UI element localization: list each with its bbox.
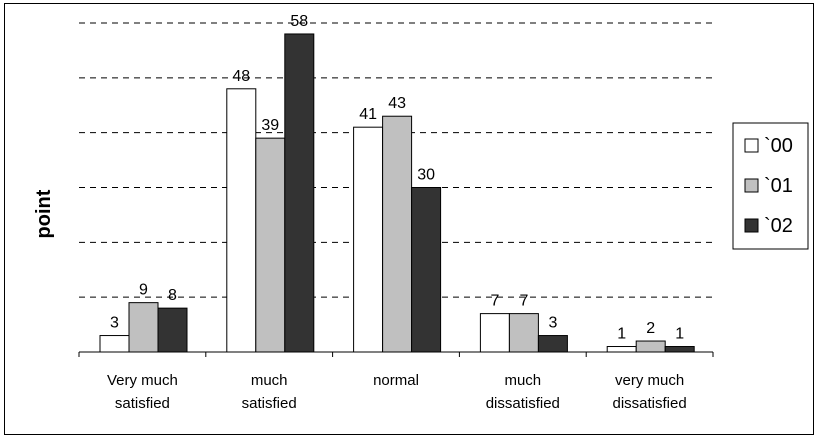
x-tick-label: Very much satisfied <box>107 372 178 412</box>
bar <box>664 346 695 353</box>
data-label: 48 <box>232 68 250 85</box>
data-label: 1 <box>675 326 684 343</box>
y-axis-title: point <box>33 189 55 238</box>
bar <box>635 340 666 353</box>
bars <box>99 33 695 353</box>
data-label: 7 <box>490 293 499 310</box>
data-label: 7 <box>519 293 528 310</box>
data-label: 2 <box>646 320 655 337</box>
legend-label: `00 <box>764 135 793 157</box>
bar <box>226 88 257 353</box>
x-tick-label: much dissatisfied <box>486 372 560 412</box>
bar <box>382 115 413 353</box>
data-labels: 3 48 41 7 1 9 39 43 7 2 8 58 30 3 1 <box>110 13 684 343</box>
x-axis <box>78 351 714 357</box>
data-label: 58 <box>290 13 308 30</box>
legend-label: `01 <box>764 175 793 197</box>
legend: `00 `01 `02 <box>732 122 809 250</box>
data-label: 30 <box>417 167 435 184</box>
legend-label: `02 <box>764 215 793 237</box>
data-label: 3 <box>110 315 119 332</box>
data-label: 43 <box>388 95 406 112</box>
x-tick-label: much satisfied <box>242 372 297 412</box>
bar <box>606 346 637 353</box>
bar <box>157 307 188 353</box>
data-label: 1 <box>617 326 626 343</box>
bar <box>508 313 539 353</box>
legend-swatch <box>744 138 759 153</box>
x-tick-label: very much dissatisfied <box>612 372 686 412</box>
bar <box>284 33 315 353</box>
data-label: 3 <box>548 315 557 332</box>
data-label: 39 <box>261 117 279 134</box>
bar <box>128 302 159 353</box>
bar <box>255 137 286 353</box>
legend-swatch <box>744 178 759 193</box>
data-label: 41 <box>359 106 377 123</box>
bar <box>99 335 130 353</box>
x-tick-labels: Very much satisfied much satisfied normal muc… <box>107 372 687 412</box>
bar <box>353 126 384 353</box>
data-label: 9 <box>139 282 148 299</box>
legend-swatch <box>744 218 759 233</box>
gridlines <box>79 22 713 298</box>
x-tick-label: normal <box>373 372 419 389</box>
bar <box>479 313 510 353</box>
bar <box>411 187 442 353</box>
bar <box>537 335 568 353</box>
data-label: 8 <box>168 287 177 304</box>
